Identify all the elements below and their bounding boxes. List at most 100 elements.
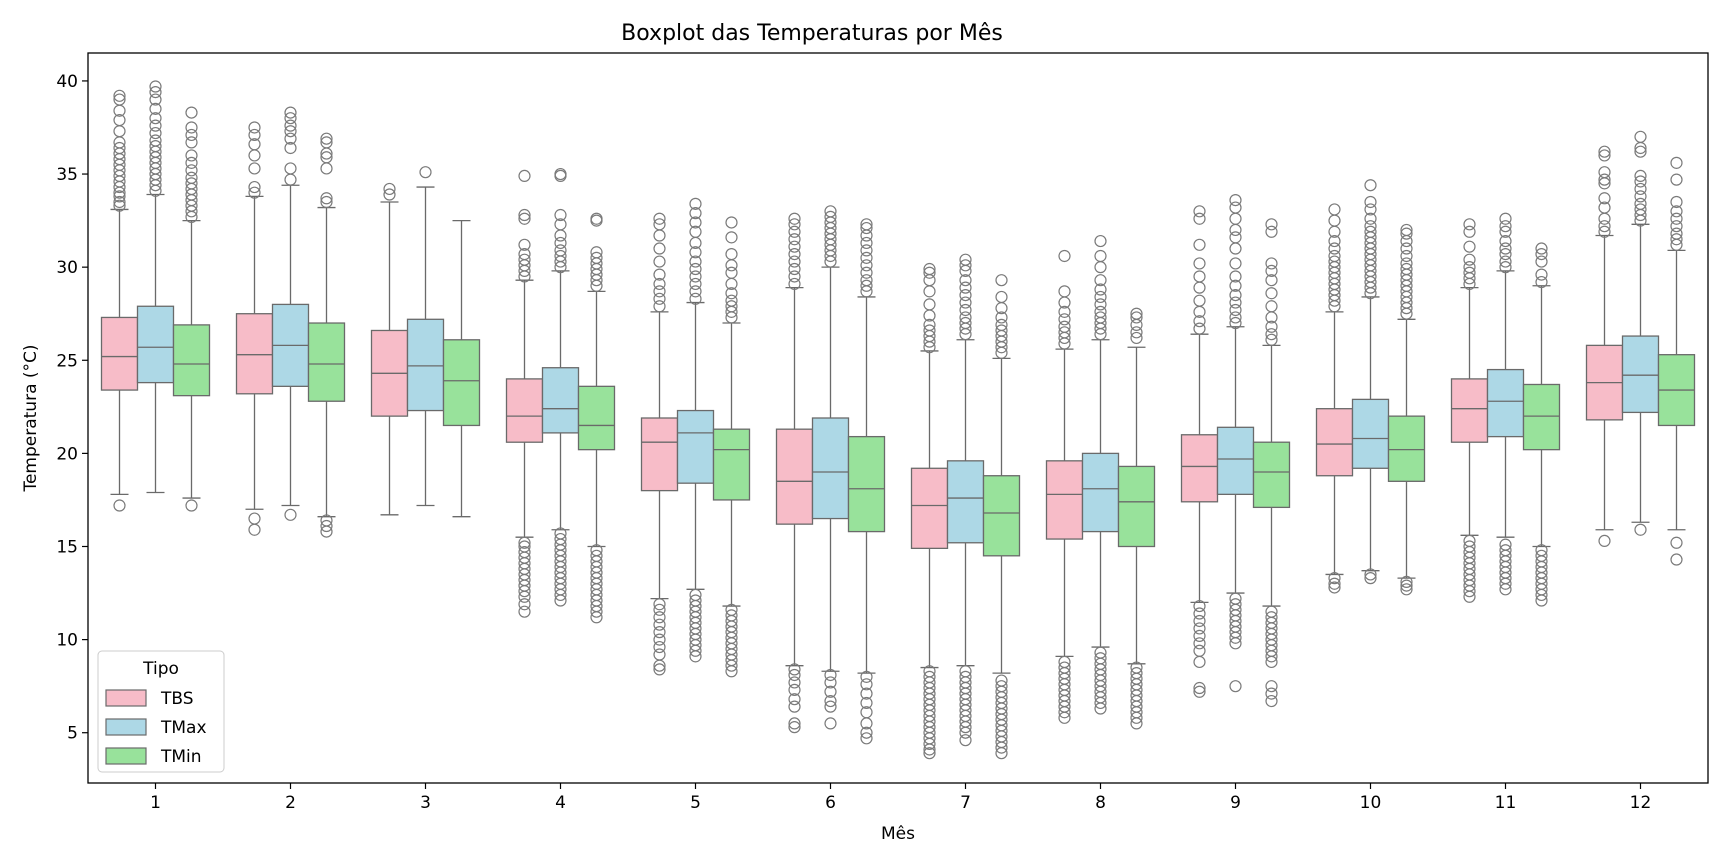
outlier-point bbox=[1598, 166, 1611, 179]
outlier-point bbox=[725, 294, 738, 307]
box-tmax-month-10 bbox=[1351, 179, 1390, 585]
outlier-point bbox=[995, 274, 1008, 287]
outlier-point bbox=[1328, 242, 1341, 255]
outlier-point bbox=[788, 683, 801, 696]
series-tmin bbox=[172, 106, 1696, 760]
series-tbs bbox=[100, 89, 1624, 760]
outlier-point bbox=[1634, 145, 1647, 158]
box-tmax-month-8 bbox=[1081, 234, 1120, 715]
outlier-point bbox=[1094, 290, 1107, 304]
outlier-point bbox=[518, 169, 531, 183]
outlier-point bbox=[653, 618, 666, 631]
outlier-point bbox=[1193, 205, 1206, 218]
iqr-box bbox=[712, 428, 751, 501]
outlier-point bbox=[860, 726, 873, 739]
box-tmax-month-4 bbox=[541, 167, 580, 607]
iqr-box bbox=[541, 367, 580, 434]
outlier-point bbox=[590, 251, 603, 264]
outlier-point bbox=[1265, 605, 1278, 618]
outlier-point bbox=[320, 132, 333, 145]
outlier-point bbox=[1265, 257, 1278, 270]
outlier-point bbox=[1535, 248, 1548, 261]
outlier-point bbox=[1193, 655, 1206, 669]
outlier-point bbox=[1499, 255, 1512, 268]
iqr-box bbox=[982, 475, 1021, 557]
outlier-point bbox=[653, 277, 666, 291]
outlier-point bbox=[113, 141, 126, 155]
outlier-point bbox=[653, 229, 666, 242]
outlier-point bbox=[824, 694, 837, 708]
outlier-point bbox=[554, 249, 567, 263]
outlier-point bbox=[1058, 655, 1071, 669]
outlier-point bbox=[725, 609, 738, 622]
y-tick-label: 40 bbox=[56, 72, 78, 92]
outlier-point bbox=[653, 640, 666, 654]
box-tmin-month-8 bbox=[1117, 307, 1156, 730]
outlier-point bbox=[1400, 575, 1413, 588]
outlier-point bbox=[653, 218, 666, 231]
outlier-point bbox=[923, 262, 936, 276]
iqr-box bbox=[1216, 426, 1255, 496]
outlier-point bbox=[1400, 227, 1413, 240]
outlier-point bbox=[1265, 687, 1278, 700]
outlier-point bbox=[788, 721, 801, 734]
outlier-point bbox=[923, 318, 936, 331]
outlier-point bbox=[959, 288, 972, 302]
iqr-box bbox=[1315, 408, 1354, 477]
outlier-point bbox=[1670, 536, 1683, 549]
outlier-point bbox=[1265, 264, 1278, 277]
outlier-point bbox=[725, 287, 738, 300]
outlier-point bbox=[149, 80, 162, 93]
outlier-point bbox=[320, 195, 333, 209]
outlier-point bbox=[1193, 599, 1206, 613]
outlier-point bbox=[995, 324, 1008, 337]
outlier-point bbox=[185, 128, 198, 142]
outlier-point bbox=[995, 318, 1008, 331]
box-tbs-month-8 bbox=[1045, 249, 1084, 724]
iqr-box bbox=[1252, 441, 1291, 509]
outlier-point bbox=[860, 236, 873, 250]
outlier-point bbox=[959, 311, 972, 324]
plot-frame bbox=[87, 52, 1709, 784]
outlier-point bbox=[788, 218, 801, 231]
outlier-point bbox=[1058, 661, 1071, 674]
outlier-point bbox=[1130, 667, 1143, 680]
outlier-point bbox=[1193, 322, 1206, 335]
x-tick-label: 3 bbox=[420, 793, 431, 813]
outlier-point bbox=[1058, 320, 1071, 333]
outlier-point bbox=[959, 670, 972, 683]
outlier-point bbox=[788, 693, 801, 706]
outlier-point bbox=[788, 717, 801, 730]
iqr-box bbox=[1180, 434, 1219, 503]
outlier-point bbox=[113, 499, 126, 512]
outlier-point bbox=[1499, 248, 1512, 261]
legend-swatch-tmin bbox=[105, 747, 147, 765]
outlier-point bbox=[788, 668, 801, 682]
outlier-point bbox=[1229, 296, 1242, 309]
outlier-point bbox=[1499, 212, 1512, 225]
iqr-box bbox=[1045, 460, 1084, 540]
y-axis: 5 10 15 20 25 30 35 40 bbox=[56, 72, 88, 744]
box-tmin-month-10 bbox=[1387, 223, 1426, 596]
outlier-point bbox=[725, 216, 738, 229]
box-tmin-month-4 bbox=[577, 212, 616, 624]
box-tbs-month-12 bbox=[1585, 145, 1624, 548]
legend-label-tbs: TBS bbox=[160, 689, 194, 709]
outlier-point bbox=[689, 285, 702, 298]
outlier-point bbox=[185, 171, 198, 184]
box-tmax-month-1 bbox=[136, 80, 175, 494]
outlier-point bbox=[518, 536, 531, 549]
outlier-point bbox=[1598, 192, 1611, 205]
y-tick-label: 25 bbox=[56, 351, 78, 371]
outlier-point bbox=[1193, 685, 1206, 698]
outlier-point bbox=[725, 603, 738, 616]
iqr-box bbox=[1387, 415, 1426, 482]
outlier-point bbox=[1499, 242, 1512, 255]
outlier-point bbox=[1229, 223, 1242, 237]
outlier-point bbox=[959, 665, 972, 678]
outlier-point bbox=[590, 246, 603, 259]
outlier-point bbox=[1364, 568, 1377, 581]
outlier-point bbox=[860, 678, 873, 691]
outlier-point bbox=[923, 266, 936, 279]
outlier-point bbox=[1265, 274, 1278, 287]
